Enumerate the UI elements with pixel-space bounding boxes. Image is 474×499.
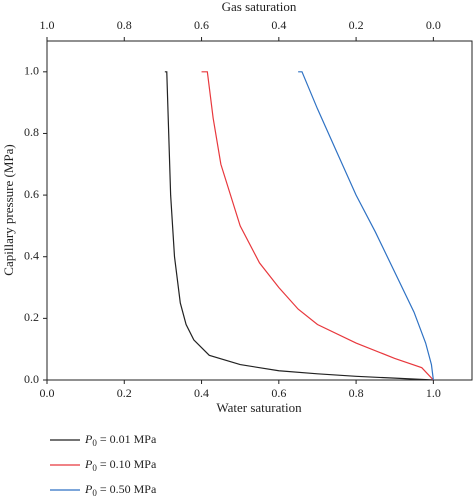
legend-label: P0 = 0.01 MPa [84, 432, 157, 448]
y-tick-label: 0.8 [24, 125, 39, 139]
x2-tick-label: 0.8 [117, 18, 132, 32]
series-line [201, 71, 434, 381]
y-tick-label: 0.4 [24, 248, 39, 262]
x2-tick-label: 0.6 [194, 18, 209, 32]
y-tick-label: 0.0 [24, 372, 39, 386]
series-line [298, 71, 434, 381]
x-tick-label: 1.0 [426, 386, 441, 400]
x2-tick-label: 0.0 [426, 18, 441, 32]
plot-frame [46, 40, 473, 381]
x2-tick-label: 1.0 [40, 18, 55, 32]
x-axis-title: Water saturation [216, 400, 302, 415]
x-tick-label: 0.4 [194, 386, 209, 400]
x2-tick-label: 0.2 [349, 18, 364, 32]
y-axis-title: Capillary pressure (MPa) [1, 144, 16, 275]
x-tick-label: 0.8 [349, 386, 364, 400]
series-line [164, 71, 434, 381]
y-tick-label: 0.2 [24, 310, 39, 324]
x2-axis-title: Gas saturation [222, 0, 297, 14]
y-tick-label: 0.6 [24, 187, 39, 201]
legend-label: P0 = 0.10 MPa [84, 457, 157, 473]
x2-tick-label: 0.4 [271, 18, 286, 32]
x-tick-label: 0.0 [40, 386, 55, 400]
x-tick-label: 0.2 [117, 386, 132, 400]
legend-label: P0 = 0.50 MPa [84, 482, 157, 498]
x-tick-label: 0.6 [271, 386, 286, 400]
y-tick-label: 1.0 [24, 64, 39, 78]
